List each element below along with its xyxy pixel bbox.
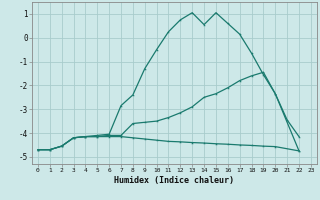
X-axis label: Humidex (Indice chaleur): Humidex (Indice chaleur) xyxy=(115,176,234,185)
